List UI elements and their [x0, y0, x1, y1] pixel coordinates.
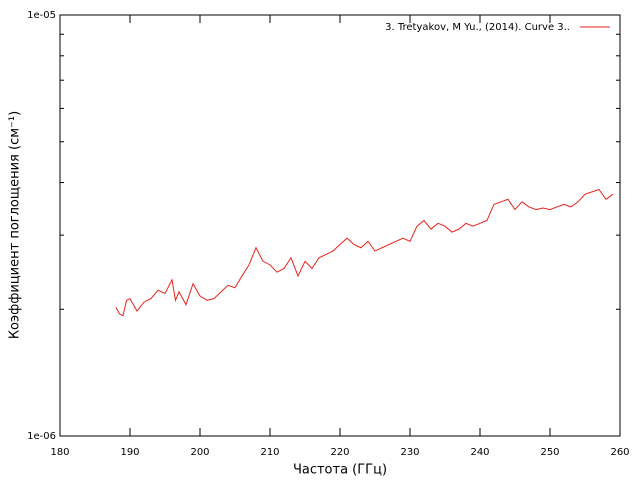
x-tick-label: 250 [540, 447, 559, 458]
x-axis-label: Частота (ГГц) [293, 463, 387, 478]
x-tick-label: 260 [610, 447, 629, 458]
y-axis-label: Коэффициент поглощения (см⁻¹) [8, 111, 23, 339]
x-tick-label: 180 [50, 447, 69, 458]
x-tick-label: 210 [260, 447, 279, 458]
y-tick-label: 1e-06 [27, 431, 56, 442]
x-tick-label: 200 [190, 447, 209, 458]
x-tick-label: 190 [120, 447, 139, 458]
x-tick-label: 220 [330, 447, 349, 458]
data-line [115, 188, 614, 317]
y-tick-label: 1e-05 [27, 10, 56, 21]
x-tick-label: 230 [400, 447, 419, 458]
x-tick-label: 240 [470, 447, 489, 458]
legend-label: 3. Tretyakov, M Yu., (2014). Curve 3.. [385, 22, 570, 33]
plot-frame [59, 14, 621, 437]
